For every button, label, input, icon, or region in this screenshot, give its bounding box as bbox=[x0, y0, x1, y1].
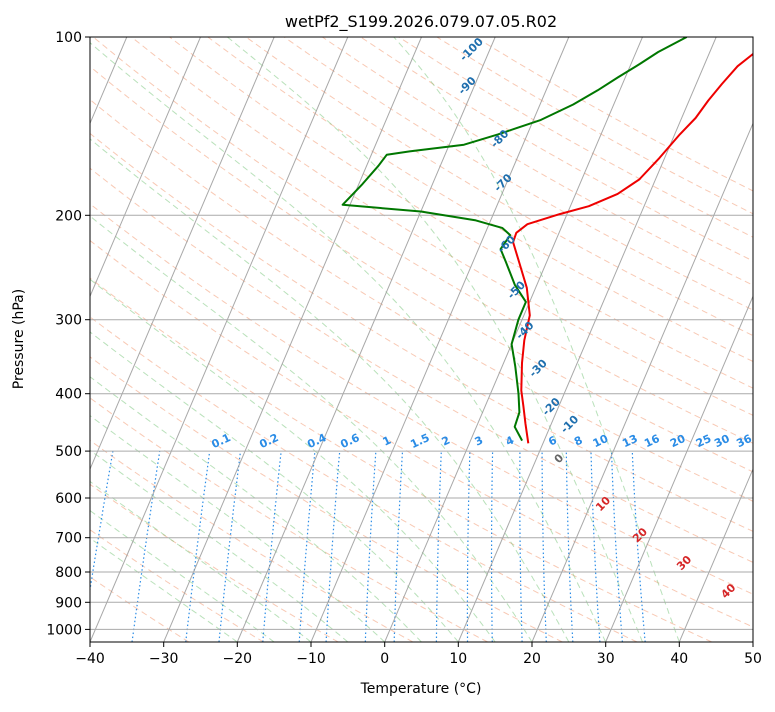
y-tick-label: 400 bbox=[55, 387, 82, 403]
mixing-ratio-label: 1.5 bbox=[408, 431, 431, 451]
y-tick-label: 300 bbox=[55, 313, 82, 329]
dry-adiabat bbox=[0, 37, 712, 642]
dry-adiabat bbox=[361, 37, 775, 642]
moist-adiabat bbox=[0, 37, 458, 642]
x-tick-label: 40 bbox=[670, 651, 688, 667]
mixing-ratio-line bbox=[82, 451, 113, 642]
moist-adiabat bbox=[227, 37, 642, 642]
dry-adiabat bbox=[93, 37, 775, 642]
mixing-ratio-line bbox=[520, 451, 522, 642]
mixing-ratio-line bbox=[566, 451, 573, 642]
isotherm bbox=[164, 37, 422, 642]
dry-adiabat bbox=[170, 37, 775, 642]
mixing-ratio-label: 8 bbox=[572, 434, 584, 449]
moist-adiabat-label: 0 bbox=[552, 451, 567, 466]
mixing-ratio-label: 25 bbox=[694, 432, 713, 450]
mixing-ratio-label: 13 bbox=[620, 432, 639, 450]
moist-adiabat-label: 10 bbox=[593, 494, 613, 514]
x-tick-label: 50 bbox=[744, 651, 762, 667]
chart-title: wetPf2_S199.2026.079.07.05.R02 bbox=[285, 12, 557, 32]
moist-adiabat bbox=[0, 37, 532, 642]
dry-adiabat bbox=[437, 37, 775, 642]
isotherm bbox=[606, 37, 775, 642]
mixing-ratio-line bbox=[186, 451, 210, 642]
y-tick-label: 100 bbox=[55, 30, 82, 46]
mixing-ratio-label: 1 bbox=[381, 434, 393, 449]
dry-adiabat-label: -10 bbox=[558, 412, 581, 435]
dry-adiabat-label: -20 bbox=[540, 395, 563, 418]
moist-adiabat bbox=[394, 37, 680, 642]
dry-adiabat bbox=[0, 37, 338, 642]
dry-adiabat-label: -70 bbox=[492, 171, 515, 194]
x-tick-label: 20 bbox=[523, 651, 541, 667]
moist-adiabat bbox=[0, 37, 422, 642]
mixing-ratio-label: 0.6 bbox=[338, 431, 361, 451]
dry-adiabat bbox=[0, 37, 264, 642]
x-tick-label: −40 bbox=[75, 651, 105, 667]
mixing-ratio-label: 0.4 bbox=[305, 431, 328, 451]
dry-adiabat bbox=[0, 37, 637, 642]
dry-adiabat bbox=[246, 37, 775, 642]
mixing-ratio-label: 16 bbox=[642, 432, 662, 450]
y-tick-label: 800 bbox=[55, 565, 82, 581]
moist-adiabat-label: 30 bbox=[674, 553, 694, 573]
x-tick-label: −10 bbox=[296, 651, 326, 667]
mixing-ratio-label: 4 bbox=[504, 433, 517, 448]
isotherm bbox=[679, 37, 775, 642]
mixing-ratio-label: 2 bbox=[440, 434, 452, 449]
dry-adiabat bbox=[0, 37, 775, 642]
moist-adiabat bbox=[0, 37, 274, 642]
mixing-ratio-label: 30 bbox=[712, 432, 732, 450]
x-tick-label: −20 bbox=[223, 651, 253, 667]
mixing-ratio-line bbox=[436, 451, 441, 642]
moist-adiabat bbox=[0, 37, 495, 642]
moist-adiabat bbox=[0, 37, 237, 642]
y-tick-label: 500 bbox=[55, 444, 82, 460]
dry-adiabat-label: -90 bbox=[456, 74, 479, 97]
x-tick-label: 0 bbox=[380, 651, 389, 667]
x-tick-label: −30 bbox=[149, 651, 179, 667]
dry-adiabat bbox=[0, 37, 488, 642]
mixing-ratio-line bbox=[492, 451, 493, 642]
moist-adiabat bbox=[0, 37, 385, 642]
moist-adiabat bbox=[0, 37, 569, 642]
mixing-ratio-label: 10 bbox=[591, 432, 611, 450]
isotherm bbox=[311, 37, 569, 642]
dry-adiabat bbox=[55, 37, 775, 642]
temperature-line bbox=[513, 37, 775, 443]
y-tick-label: 1000 bbox=[46, 622, 82, 638]
dry-adiabat bbox=[284, 37, 775, 642]
mixing-ratio-label: 3 bbox=[473, 434, 485, 449]
x-tick-label: 30 bbox=[597, 651, 615, 667]
isotherm bbox=[753, 37, 775, 642]
mixing-ratio-line bbox=[632, 451, 645, 642]
mixing-ratio-label: 20 bbox=[668, 432, 688, 450]
mixing-ratio-label: 6 bbox=[546, 433, 559, 448]
moist-adiabat bbox=[0, 37, 311, 642]
mixing-ratio-label: 0.2 bbox=[257, 431, 280, 451]
dry-adiabat-label: -100 bbox=[457, 35, 486, 64]
y-tick-label: 900 bbox=[55, 595, 82, 611]
isotherm bbox=[16, 37, 274, 642]
moist-adiabat bbox=[0, 37, 348, 642]
y-tick-label: 600 bbox=[55, 491, 82, 507]
mixing-ratio-label: 36 bbox=[734, 432, 754, 450]
dry-adiabat bbox=[0, 37, 413, 642]
moist-adiabat-label: 20 bbox=[630, 525, 650, 545]
dry-adiabat bbox=[0, 37, 189, 642]
isotherm bbox=[237, 37, 495, 642]
isotherm bbox=[90, 37, 348, 642]
moist-adiabat-label: 40 bbox=[718, 581, 738, 601]
y-tick-label: 700 bbox=[55, 531, 82, 547]
y-axis-label: Pressure (hPa) bbox=[11, 289, 27, 389]
isotherm bbox=[458, 37, 716, 642]
x-axis-label: Temperature (°C) bbox=[360, 681, 482, 697]
x-tick-label: 10 bbox=[449, 651, 467, 667]
mixing-ratio-label: 0.1 bbox=[210, 431, 233, 451]
dry-adiabat-label: -30 bbox=[527, 356, 550, 379]
y-tick-label: 200 bbox=[55, 208, 82, 224]
